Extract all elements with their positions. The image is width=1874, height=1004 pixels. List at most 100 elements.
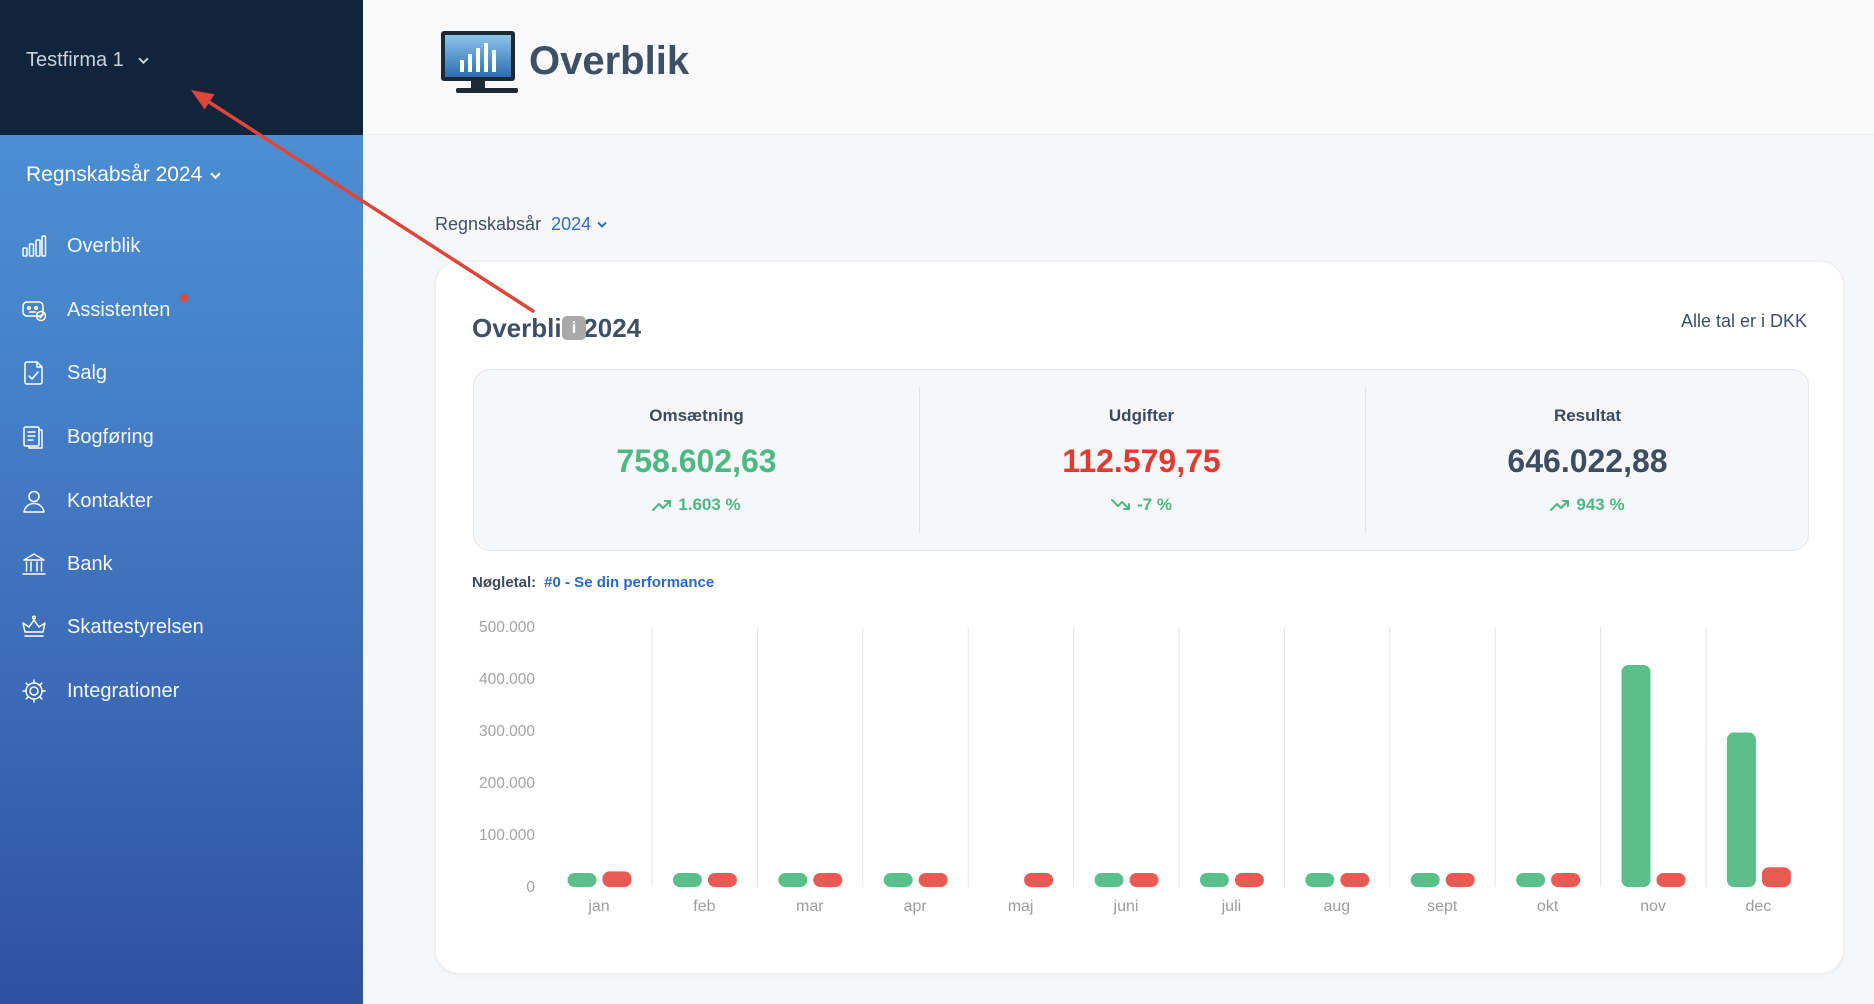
year-filter-value[interactable]: 2024 — [551, 213, 592, 234]
stat-label: Omsætning — [649, 406, 744, 425]
x-tick-label: juli — [1221, 898, 1242, 915]
bar-okt-series-1[interactable] — [1516, 873, 1546, 887]
chevron-down-icon[interactable] — [597, 221, 607, 228]
x-tick-label: okt — [1537, 898, 1559, 915]
stat-change: 1.603 % — [474, 494, 919, 516]
chevron-down-icon — [138, 57, 149, 64]
notification-dot — [180, 294, 188, 302]
stat-result: Resultat 646.022,88 943 % — [1365, 370, 1810, 552]
bar-apr-series-2[interactable] — [918, 873, 948, 887]
sidebar-item-bogforing[interactable]: Bogføring — [0, 417, 363, 457]
person-icon — [21, 488, 47, 514]
y-tick-label: 500.000 — [479, 619, 535, 636]
overview-card: Overblik 2024 i Alle tal er i DKK Omsætn… — [435, 261, 1844, 974]
bar-apr-series-1[interactable] — [883, 873, 913, 887]
x-tick-label: juni — [1113, 898, 1139, 915]
sidebar-item-label: Salg — [67, 362, 108, 384]
trend-up-icon — [1550, 500, 1570, 511]
x-tick-label: nov — [1640, 898, 1666, 915]
bar-dec-series-1[interactable] — [1726, 732, 1756, 887]
bar-jan-series-1[interactable] — [567, 873, 597, 887]
sidebar-item-bank[interactable]: Bank — [0, 544, 363, 584]
bar-aug-series-1[interactable] — [1305, 873, 1335, 887]
bar-juli-series-1[interactable] — [1199, 873, 1229, 887]
year-filter: Regnskabsår 2024 — [435, 212, 607, 236]
stat-change: 943 % — [1365, 494, 1810, 516]
bar-okt-series-2[interactable] — [1551, 873, 1581, 887]
bar-maj-series-2[interactable] — [1024, 873, 1054, 887]
bar-mar-series-1[interactable] — [778, 873, 808, 887]
bar-nov-series-2[interactable] — [1656, 873, 1686, 887]
stat-expenses: Udgifter 112.579,75 -7 % — [919, 370, 1364, 552]
trend-down-icon — [1111, 499, 1131, 510]
company-name: Testfirma 1 — [26, 48, 124, 71]
kpi-link[interactable]: #0 - Se din performance — [544, 574, 715, 591]
sidebar-item-overblik[interactable]: Overblik — [0, 226, 363, 266]
year-filter-label: Regnskabsår — [435, 213, 542, 234]
stat-change: -7 % — [919, 494, 1364, 516]
y-tick-label: 200.000 — [479, 775, 535, 792]
stat-change-text: 943 % — [1576, 495, 1625, 514]
bar-chart-icon — [21, 233, 47, 259]
bar-aug-series-2[interactable] — [1340, 873, 1370, 887]
bar-feb-series-2[interactable] — [707, 873, 737, 887]
assistant-icon — [21, 297, 47, 323]
sidebar-item-label: Kontakter — [67, 490, 153, 512]
company-selector[interactable]: Testfirma 1 — [26, 47, 149, 73]
sidebar-item-salg[interactable]: Salg — [0, 353, 363, 393]
bank-icon — [21, 551, 47, 577]
bar-dec-series-2[interactable] — [1761, 867, 1791, 887]
page-title: Overblik — [529, 39, 690, 83]
stat-change-text: 1.603 % — [678, 495, 741, 514]
bar-sept-series-2[interactable] — [1445, 873, 1475, 887]
stat-label: Resultat — [1553, 406, 1622, 425]
info-icon[interactable]: i — [562, 316, 586, 340]
sidebar-item-label: Assistenten — [67, 299, 171, 321]
stats-summary: Omsætning 758.602,63 1.603 % Udgifter 11… — [473, 369, 1809, 551]
fiscal-year-selector[interactable]: Regnskabsår 2024 — [26, 162, 221, 188]
sidebar-item-label: Bank — [67, 553, 113, 575]
bar-juni-series-2[interactable] — [1129, 873, 1159, 887]
bar-juli-series-2[interactable] — [1234, 873, 1264, 887]
stat-value: 646.022,88 — [1507, 443, 1668, 479]
stat-value: 758.602,63 — [616, 443, 777, 479]
invoice-icon — [21, 360, 47, 386]
x-tick-label: jan — [587, 898, 609, 915]
sidebar-item-assistenten[interactable]: Assistenten — [0, 290, 363, 330]
bar-juni-series-1[interactable] — [1094, 873, 1124, 887]
top-header — [363, 0, 1874, 135]
bar-nov-series-1[interactable] — [1621, 664, 1651, 887]
stat-label: Udgifter — [1108, 406, 1175, 425]
stat-value: 112.579,75 — [1062, 443, 1221, 479]
bar-feb-series-1[interactable] — [672, 873, 702, 887]
y-tick-label: 0 — [526, 879, 535, 896]
sidebar-item-label: Overblik — [67, 235, 141, 257]
sidebar-item-label: Bogføring — [67, 426, 154, 448]
fiscal-year-label: Regnskabsår 2024 — [26, 163, 203, 186]
bar-sept-series-1[interactable] — [1410, 873, 1440, 887]
bar-mar-series-2[interactable] — [813, 873, 843, 887]
y-tick-label: 300.000 — [479, 723, 535, 740]
stat-change-text: -7 % — [1137, 495, 1172, 514]
sidebar-item-integrationer[interactable]: Integrationer — [0, 671, 363, 711]
sidebar-item-skattestyrelsen[interactable]: Skattestyrelsen — [0, 607, 363, 647]
sidebar-item-label: Skattestyrelsen — [67, 616, 204, 638]
monitor-chart-icon — [441, 31, 518, 93]
x-tick-label: dec — [1746, 898, 1772, 915]
chevron-down-icon — [210, 172, 221, 179]
kpi-label: Nøgletal: — [472, 574, 537, 591]
divider — [1365, 386, 1366, 534]
x-tick-label: aug — [1323, 898, 1350, 915]
sidebar-item-kontakter[interactable]: Kontakter — [0, 481, 363, 521]
bar-jan-series-2[interactable] — [602, 871, 632, 887]
card-title: Overblik 2024 — [472, 313, 642, 343]
y-tick-label: 100.000 — [479, 827, 535, 844]
currency-note: Alle tal er i DKK — [1680, 311, 1807, 331]
x-tick-label: maj — [1008, 898, 1034, 915]
gear-icon — [21, 678, 47, 704]
x-tick-label: feb — [693, 898, 715, 915]
divider — [919, 386, 920, 534]
monthly-bar-chart: 500.000 400.000 300.000 200.000 100.000 0 jan f… — [479, 619, 1791, 915]
sidebar-item-label: Integrationer — [67, 680, 180, 702]
stat-revenue: Omsætning 758.602,63 1.603 % — [474, 370, 919, 552]
